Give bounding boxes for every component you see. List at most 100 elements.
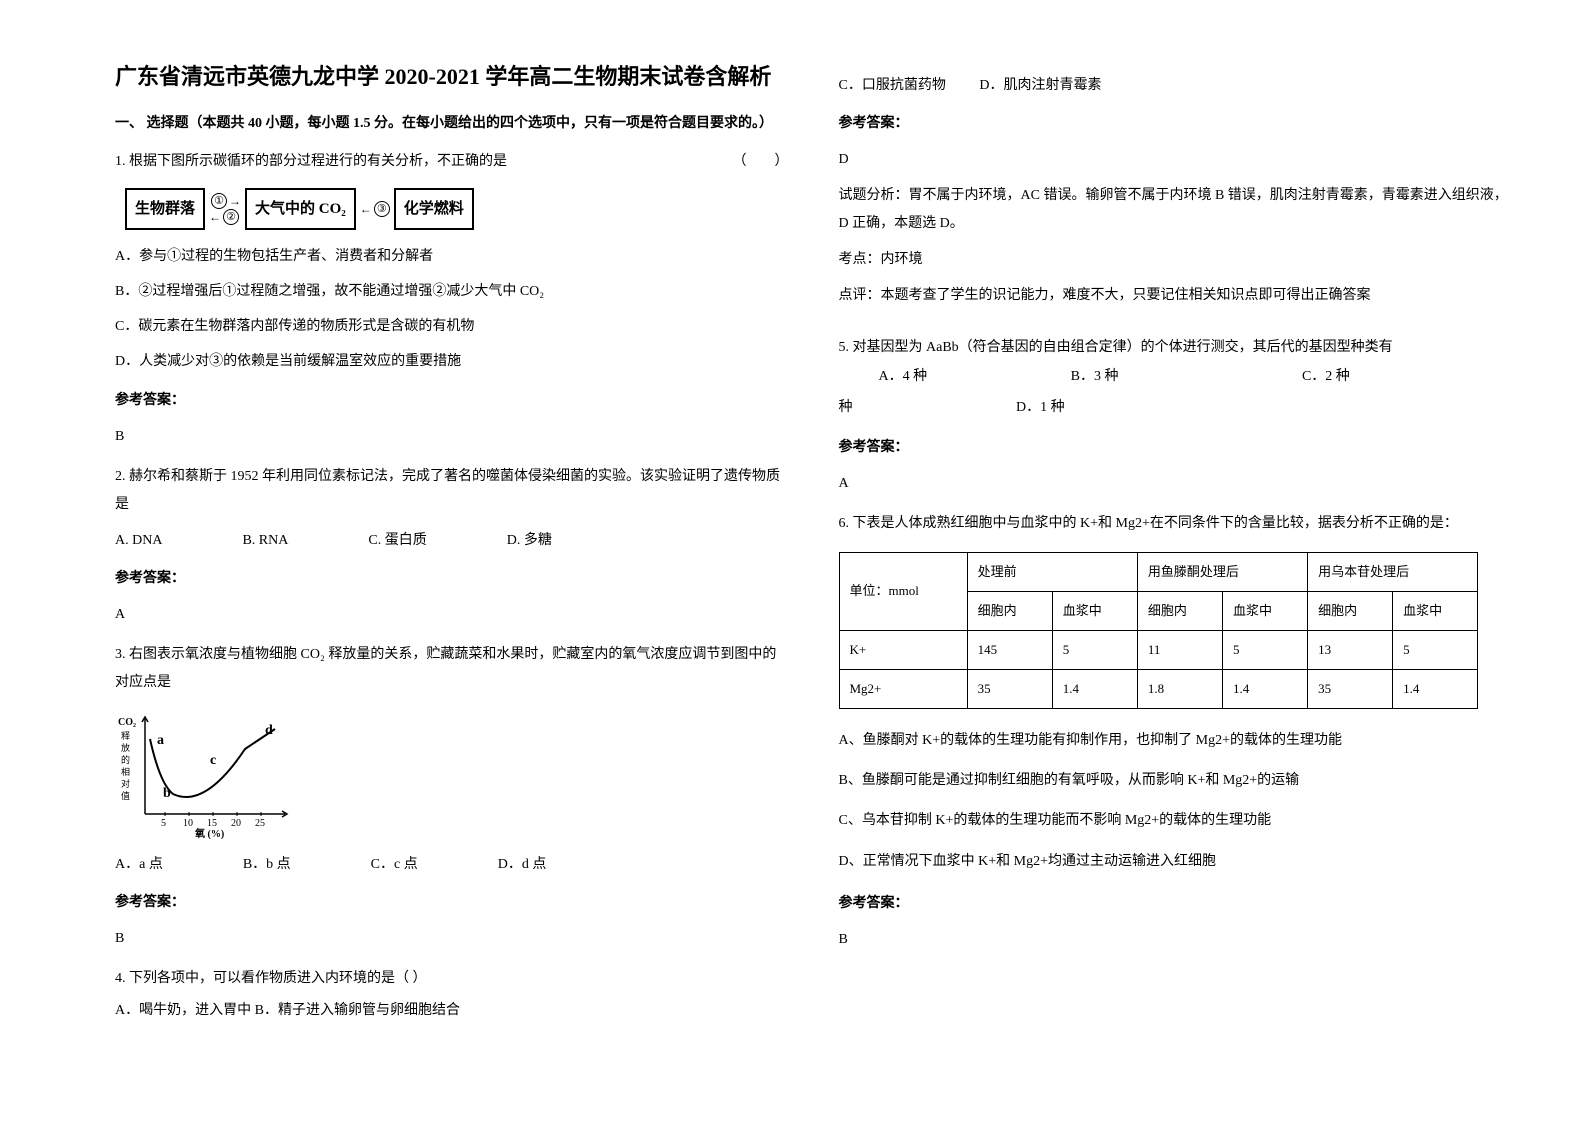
svg-text:的: 的 xyxy=(121,754,130,765)
svg-text:a: a xyxy=(157,733,164,748)
q1-optA: A．参与①过程的生物包括生产者、消费者和分解者 xyxy=(115,242,789,273)
svg-text:5: 5 xyxy=(161,818,166,829)
unit-cell: 单位：mmol xyxy=(839,552,967,630)
r2c1: 35 xyxy=(967,669,1052,708)
page-title: 广东省清远市英德九龙中学 2020-2021 学年高二生物期末试卷含解析 xyxy=(115,60,789,93)
r1c5: 13 xyxy=(1308,630,1393,669)
q5-optA: A．4 种 xyxy=(879,369,928,384)
sub3: 细胞内 xyxy=(1137,591,1222,630)
chart-svg: a b c d CO₂ 释 放 的 相 对 值 5 10 15 20 25 氧 … xyxy=(115,709,295,839)
svg-text:CO₂: CO₂ xyxy=(118,717,136,728)
r2c2: 1.4 xyxy=(1052,669,1137,708)
q1-optD: D．人类减少对③的依赖是当前缓解温室效应的重要措施 xyxy=(115,347,789,378)
q4-text: 4. 下列各项中，可以看作物质进入内环境的是（ ） xyxy=(115,965,789,993)
q6-text: 6. 下表是人体成熟红细胞中与血浆中的 K+和 Mg2+在不同条件下的含量比较，… xyxy=(839,510,1513,538)
q1-diagram: 生物群落 ①→ ←② 大气中的 CO₂ ←③ 化学燃料 xyxy=(115,188,789,230)
q4-optCD: C．口服抗菌药物 D．肌肉注射青霉素 xyxy=(839,72,1513,100)
q1-options: A．参与①过程的生物包括生产者、消费者和分解者 B．②过程增强后①过程随之增强，… xyxy=(115,242,789,377)
circ-3: ③ xyxy=(374,201,390,217)
r2c5: 35 xyxy=(1308,669,1393,708)
sub4: 血浆中 xyxy=(1222,591,1307,630)
q5-optC: C．2 种 xyxy=(1302,369,1350,384)
svg-text:相: 相 xyxy=(121,766,130,777)
h2: 用鱼滕酮处理后 xyxy=(1137,552,1307,591)
diagram-box-2: 大气中的 CO₂ xyxy=(245,188,356,230)
section-header: 一、 选择题（本题共 40 小题，每小题 1.5 分。在每小题给出的四个选项中，… xyxy=(115,111,789,136)
q4-analysis2: 考点：内环境 xyxy=(839,246,1513,274)
q5-optC-tail: 种 xyxy=(839,400,853,415)
q6-optA: A、鱼滕酮对 K+的载体的生理功能有抑制作用，也抑制了 Mg2+的载体的生理功能 xyxy=(839,723,1513,759)
q5-optB: B．3 种 xyxy=(1071,369,1119,384)
q6-optD: D、正常情况下血浆中 K+和 Mg2+均通过主动运输进入红细胞 xyxy=(839,844,1513,880)
svg-text:20: 20 xyxy=(231,818,241,829)
diagram-arrows-12: ①→ ←② xyxy=(209,193,241,225)
question-4-part1: 4. 下列各项中，可以看作物质进入内环境的是（ ） A．喝牛奶，进入胃中 B．精… xyxy=(115,965,789,1025)
q3-optB: B．b 点 xyxy=(243,851,291,879)
table-row-k: K+ 145 5 11 5 13 5 xyxy=(839,630,1478,669)
q2-optC: C. 蛋白质 xyxy=(368,527,426,555)
q1-optB: B．②过程增强后①过程随之增强，故不能通过增强②减少大气中 CO₂ xyxy=(115,277,789,308)
circ-1: ① xyxy=(211,193,227,209)
svg-text:25: 25 xyxy=(255,818,265,829)
sub6: 血浆中 xyxy=(1393,591,1478,630)
h3: 用乌本苷处理后 xyxy=(1308,552,1478,591)
diagram-box-1: 生物群落 xyxy=(125,188,205,230)
q6-options: A、鱼滕酮对 K+的载体的生理功能有抑制作用，也抑制了 Mg2+的载体的生理功能… xyxy=(839,723,1513,881)
diagram-arrows-3: ←③ xyxy=(360,201,390,217)
svg-text:氧 (%): 氧 (%) xyxy=(194,827,224,839)
q1-answer: B xyxy=(115,423,789,451)
q4-optAB: A．喝牛奶，进入胃中 B．精子进入输卵管与卵细胞结合 xyxy=(115,997,789,1025)
q2-optD: D. 多糖 xyxy=(507,527,552,555)
r1c2: 5 xyxy=(1052,630,1137,669)
svg-text:值: 值 xyxy=(121,790,130,801)
question-4-part2: C．口服抗菌药物 D．肌肉注射青霉素 参考答案： D 试题分析：胃不属于内环境，… xyxy=(839,72,1513,310)
q2-options: A. DNA B. RNA C. 蛋白质 D. 多糖 xyxy=(115,527,789,555)
q4-answer: D xyxy=(839,146,1513,174)
circ-2: ② xyxy=(223,209,239,225)
svg-text:d: d xyxy=(265,723,273,738)
q6-answer: B xyxy=(839,926,1513,954)
q2-optA: A. DNA xyxy=(115,527,162,555)
r2c6: 1.4 xyxy=(1393,669,1478,708)
svg-text:c: c xyxy=(210,753,216,768)
r1c6: 5 xyxy=(1393,630,1478,669)
q5-options: A．4 种 B．3 种 C．2 种 种 D．1 种 xyxy=(839,362,1513,424)
svg-text:15: 15 xyxy=(207,818,217,829)
diagram-box-3: 化学燃料 xyxy=(394,188,474,230)
r1c4: 5 xyxy=(1222,630,1307,669)
q6-answer-label: 参考答案： xyxy=(839,890,1513,918)
sub1: 细胞内 xyxy=(967,591,1052,630)
q6-optB: B、鱼滕酮可能是通过抑制红细胞的有氧呼吸，从而影响 K+和 Mg2+的运输 xyxy=(839,763,1513,799)
q4-optD: D．肌肉注射青霉素 xyxy=(979,78,1101,93)
svg-text:对: 对 xyxy=(121,778,130,789)
svg-text:放: 放 xyxy=(121,742,130,753)
sub5: 细胞内 xyxy=(1308,591,1393,630)
sub2: 血浆中 xyxy=(1052,591,1137,630)
q6-table: 单位：mmol 处理前 用鱼滕酮处理后 用乌本苷处理后 细胞内 血浆中 细胞内 … xyxy=(839,552,1479,709)
q1-optC: C．碳元素在生物群落内部传递的物质形式是含碳的有机物 xyxy=(115,312,789,343)
q3-optC: C．c 点 xyxy=(371,851,418,879)
left-column: 广东省清远市英德九龙中学 2020-2021 学年高二生物期末试卷含解析 一、 … xyxy=(90,60,814,1092)
q6-optC: C、乌本苷抑制 K+的载体的生理功能而不影响 Mg2+的载体的生理功能 xyxy=(839,803,1513,839)
h1: 处理前 xyxy=(967,552,1137,591)
q2-optB: B. RNA xyxy=(242,527,288,555)
q3-options: A．a 点 B．b 点 C．c 点 D．d 点 xyxy=(115,851,789,879)
question-6: 6. 下表是人体成熟红细胞中与血浆中的 K+和 Mg2+在不同条件下的含量比较，… xyxy=(839,510,1513,955)
q3-answer: B xyxy=(115,925,789,953)
q2-text: 2. 赫尔希和蔡斯于 1952 年利用同位素标记法，完成了著名的噬菌体侵染细菌的… xyxy=(115,463,789,519)
q4-analysis3: 点评：本题考查了学生的识记能力，难度不大，只要记住相关知识点即可得出正确答案 xyxy=(839,282,1513,310)
q5-answer-label: 参考答案： xyxy=(839,434,1513,462)
r1c3: 11 xyxy=(1137,630,1222,669)
q2-answer-label: 参考答案： xyxy=(115,565,789,593)
q5-optD: D．1 种 xyxy=(1016,400,1065,415)
right-column: C．口服抗菌药物 D．肌肉注射青霉素 参考答案： D 试题分析：胃不属于内环境，… xyxy=(814,60,1538,1092)
q1-stem: 1. 根据下图所示碳循环的部分过程进行的有关分析，不正确的是 xyxy=(115,154,507,169)
svg-text:释: 释 xyxy=(121,730,130,741)
q4-answer-label: 参考答案： xyxy=(839,110,1513,138)
q4-optC: C．口服抗菌药物 xyxy=(839,78,946,93)
q4-analysis1: 试题分析：胃不属于内环境，AC 错误。输卵管不属于内环境 B 错误，肌肉注射青霉… xyxy=(839,182,1513,238)
question-1: 1. 根据下图所示碳循环的部分过程进行的有关分析，不正确的是 （ ） 生物群落 … xyxy=(115,148,789,451)
row2-label: Mg2+ xyxy=(839,669,967,708)
r2c4: 1.4 xyxy=(1222,669,1307,708)
q1-text: 1. 根据下图所示碳循环的部分过程进行的有关分析，不正确的是 （ ） xyxy=(115,148,789,176)
